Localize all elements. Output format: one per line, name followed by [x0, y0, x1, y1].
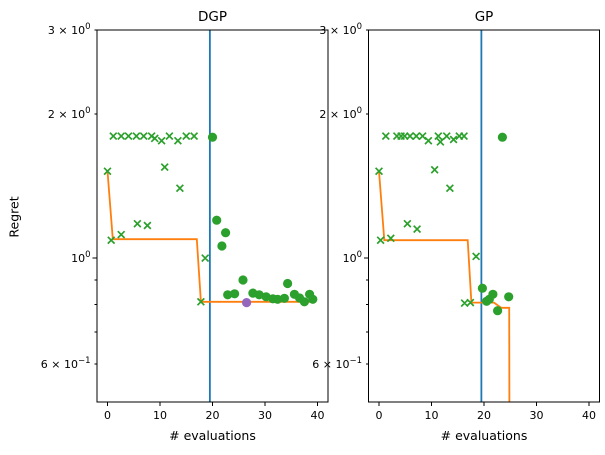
axes-frame [96, 29, 329, 403]
marker-point [497, 132, 507, 142]
marker-point [488, 289, 498, 299]
marker-point [482, 296, 492, 306]
y-tick-label: 6 × 10−1 [41, 356, 91, 371]
x-tick-label: 30 [258, 409, 272, 422]
y-tick-label: 100 [71, 250, 90, 265]
x-tick-label: 40 [311, 409, 325, 422]
marker-point [504, 292, 514, 302]
x-tick-label: 20 [477, 409, 491, 422]
marker-point [493, 306, 503, 316]
x-axis-label-gp: # evaluations [440, 428, 528, 443]
best-regret-line [378, 171, 511, 402]
x-tick-label: 40 [582, 409, 596, 422]
marker-point [230, 289, 240, 299]
y-axis-label: Regret [6, 196, 22, 238]
best-regret-line [106, 171, 315, 303]
marker-point [279, 293, 289, 303]
x-tick-label: 10 [425, 409, 439, 422]
subplot-title-gp: GP [474, 9, 494, 25]
marker-point [223, 290, 233, 300]
bo-evaluations-circles [477, 132, 514, 316]
y-tick-label: 2 × 100 [319, 106, 362, 121]
marker-point [221, 228, 231, 238]
y-tick-label: 6 × 10−1 [312, 356, 362, 371]
x-tick-label: 30 [530, 409, 544, 422]
y-tick-label: 100 [343, 250, 362, 265]
y-tick-label: 3 × 100 [319, 22, 362, 37]
incumbent-marker [242, 298, 252, 308]
marker-point [212, 215, 222, 225]
y-tick-label: 3 × 100 [48, 22, 91, 37]
marker-point [254, 290, 264, 300]
subplot-gp: 0 10 20 30 40 3 × 100 2 × 100 100 6 × 10−1 [312, 22, 600, 422]
marker-point [242, 298, 252, 308]
initial-evaluations-x [374, 132, 481, 308]
subplot-dgp: 0 10 20 30 40 3 × 100 2 × 100 100 6 × 10−1 [41, 22, 329, 422]
axes-frame [368, 29, 600, 403]
x-tick-label: 10 [153, 409, 167, 422]
marker-point [217, 241, 227, 251]
x-tick-label: 0 [104, 409, 111, 422]
y-tick-label: 2 × 100 [48, 106, 91, 121]
marker-point [477, 283, 487, 293]
data-layer [103, 132, 318, 308]
marker-point [308, 294, 318, 304]
marker-point [299, 297, 309, 307]
subplot-title-dgp: DGP [198, 9, 227, 25]
x-tick-label: 20 [206, 409, 220, 422]
marker-point [283, 278, 293, 289]
x-axis-label-dgp: # evaluations [169, 428, 256, 443]
marker-point [207, 132, 218, 142]
marker-point [238, 275, 248, 285]
bo-evaluations-circles [207, 132, 318, 307]
marker-point [273, 294, 283, 304]
x-tick-label: 0 [376, 409, 383, 422]
initial-evaluations-x [103, 132, 210, 306]
data-layer [374, 132, 514, 402]
